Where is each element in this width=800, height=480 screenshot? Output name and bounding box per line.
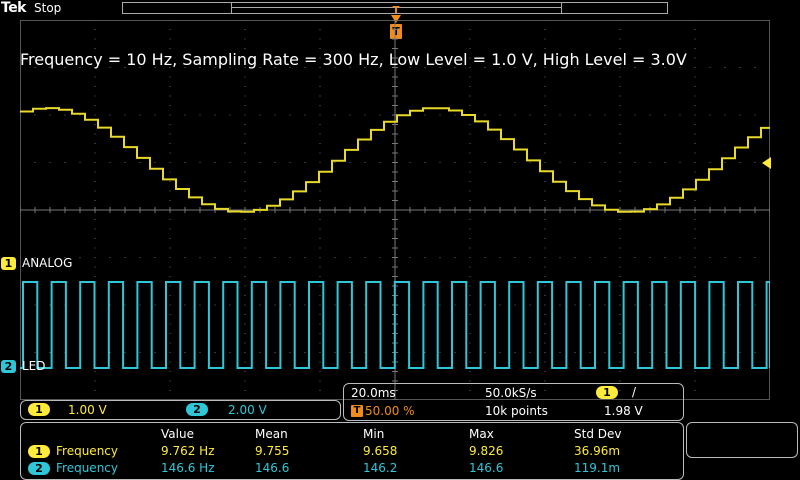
waveform-display[interactable] [20, 20, 770, 400]
ch1-scale-value[interactable]: 1.00 V [68, 403, 107, 417]
trigger-position-marker[interactable]: T [390, 24, 402, 39]
record-length[interactable]: 10k points [485, 404, 548, 418]
ch2-waveform [20, 281, 770, 369]
ch1-waveform [20, 107, 770, 213]
meas-row2-mean: 146.6 [255, 461, 290, 475]
ch2-scale-value[interactable]: 2.00 V [228, 403, 267, 417]
meas-row2-max: 146.6 [469, 461, 504, 475]
meas-header-max: Max [469, 427, 494, 441]
side-readout-panel[interactable] [686, 422, 798, 458]
ch2-scale-badge[interactable]: 2 [186, 403, 208, 416]
trigger-level-arrow-icon[interactable] [760, 157, 772, 169]
vertical-scale-panel[interactable] [20, 400, 341, 420]
meas-header-stddev: Std Dev [574, 427, 622, 441]
meas-row1-min: 9.658 [363, 444, 398, 458]
ch2-label: LED [22, 359, 46, 373]
ch1-scale-badge[interactable]: 1 [28, 403, 50, 416]
meas-row2-stddev: 119.1m [574, 461, 621, 475]
acquisition-state[interactable]: Stop [34, 1, 62, 15]
meas-header-mean: Mean [255, 427, 288, 441]
record-view-window[interactable] [231, 2, 562, 14]
meas-row1-max: 9.826 [469, 444, 504, 458]
horizontal-trigger-panel[interactable] [343, 383, 684, 421]
ch1-marker[interactable]: 1 [1, 257, 16, 270]
trigger-slope-icon: / [632, 385, 637, 399]
ch2-marker[interactable]: 2 [1, 360, 16, 373]
meas-row1-name[interactable]: Frequency [56, 444, 118, 458]
meas-row2-value: 146.6 Hz [161, 461, 215, 475]
ch1-label: ANALOG [22, 256, 73, 270]
trigger-level[interactable]: 1.98 V [604, 404, 643, 418]
meas-row1-channel: 1 [28, 445, 50, 458]
meas-row1-mean: 9.755 [255, 444, 290, 458]
trigger-position-marker-top: T [391, 5, 401, 23]
meas-header-value: Value [161, 427, 194, 441]
meas-row2-channel: 2 [28, 462, 50, 475]
svg-text:T: T [393, 5, 400, 16]
meas-row1-value: 9.762 Hz [161, 444, 215, 458]
meas-row2-name[interactable]: Frequency [56, 461, 118, 475]
trigger-position-icon: T [351, 405, 363, 417]
trigger-position-value[interactable]: 50.00 % [365, 404, 415, 418]
plot-title: Frequency = 10 Hz, Sampling Rate = 300 H… [20, 50, 687, 69]
meas-header-min: Min [363, 427, 385, 441]
meas-row2-min: 146.2 [363, 461, 398, 475]
meas-row1-stddev: 36.96m [574, 444, 621, 458]
trigger-source-badge[interactable]: 1 [596, 386, 618, 399]
time-per-division[interactable]: 20.0ms [351, 386, 396, 400]
record-window-line [231, 7, 562, 8]
brand-logo: Tek [1, 0, 27, 16]
sample-rate: 50.0kS/s [485, 386, 537, 400]
